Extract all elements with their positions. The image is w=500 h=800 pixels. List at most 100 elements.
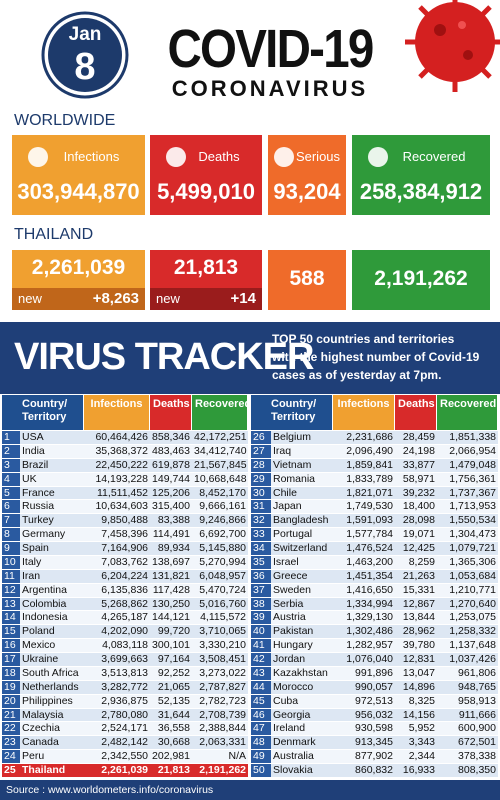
rank: 23 — [2, 736, 20, 751]
stat: 1,210,771 — [437, 583, 498, 598]
stat: 858,346 — [150, 431, 192, 445]
month: Jan — [68, 24, 102, 45]
stat: 89,934 — [150, 542, 192, 556]
country: South Africa — [20, 666, 84, 681]
stat: 1,304,473 — [437, 528, 498, 543]
stat: 1,821,071 — [333, 486, 395, 501]
country: Vietnam — [271, 458, 333, 473]
stat: 1,756,361 — [437, 472, 498, 487]
card-value: 21,813 — [173, 256, 239, 279]
table-header: Recovered — [192, 395, 251, 430]
stat: 1,258,332 — [437, 625, 498, 640]
stat: 3,699,663 — [84, 653, 150, 667]
stat: 33,877 — [395, 458, 437, 473]
table-header: Deaths — [395, 395, 437, 430]
stat: 34,412,740 — [192, 444, 248, 459]
rank: 29 — [251, 472, 271, 487]
stat: 1,037,426 — [437, 653, 498, 667]
stat: 11,511,452 — [84, 486, 150, 501]
country: Switzerland — [271, 542, 333, 556]
rank: 41 — [251, 639, 271, 654]
stat: 83,388 — [150, 514, 192, 529]
stat: 5,270,994 — [192, 555, 248, 570]
rank: 44 — [251, 680, 271, 695]
stat: 860,832 — [333, 764, 395, 778]
stat: 3,513,813 — [84, 666, 150, 681]
rank: 32 — [251, 514, 271, 529]
stat: 8,259 — [395, 555, 437, 570]
rank: 46 — [251, 708, 271, 723]
stat: 1,302,486 — [333, 625, 395, 640]
country: India — [20, 444, 84, 459]
rank: 37 — [251, 583, 271, 598]
stat: 2,780,080 — [84, 708, 150, 723]
stat: 1,334,994 — [333, 597, 395, 612]
card-label: Recovered — [402, 149, 466, 164]
stat: 6,692,700 — [192, 528, 248, 543]
rank: 26 — [251, 431, 271, 445]
stat: 21,263 — [395, 569, 437, 584]
stat: 5,952 — [395, 722, 437, 737]
country: Poland — [20, 625, 84, 640]
stat: 1,079,721 — [437, 542, 498, 556]
country: Slovakia — [271, 764, 333, 778]
stat: 315,400 — [150, 500, 192, 515]
card-value: 93,204 — [273, 179, 341, 204]
stat-card: 21,813 new +14 — [150, 250, 262, 310]
country: France — [20, 486, 84, 501]
stat: 619,878 — [150, 458, 192, 473]
stat: 22,450,222 — [84, 458, 150, 473]
country: Japan — [271, 500, 333, 515]
card-label: Deaths — [198, 149, 240, 164]
stat: 6,204,224 — [84, 569, 150, 584]
rank: 8 — [2, 528, 20, 543]
country: USA — [20, 431, 84, 445]
country: Jordan — [271, 653, 333, 667]
date-badge — [48, 18, 122, 92]
stat: 956,032 — [333, 708, 395, 723]
country: Israel — [271, 555, 333, 570]
stat: 991,896 — [333, 666, 395, 681]
rank: 39 — [251, 611, 271, 626]
stat: 1,451,354 — [333, 569, 395, 584]
stat: 5,145,880 — [192, 542, 248, 556]
card-value: 258,384,912 — [359, 179, 483, 204]
stat: 9,850,488 — [84, 514, 150, 529]
stat: 10,634,603 — [84, 500, 150, 515]
stat: 30,668 — [150, 736, 192, 751]
stat: 1,479,048 — [437, 458, 498, 473]
rank: 38 — [251, 597, 271, 612]
stat: 3,330,210 — [192, 639, 248, 654]
stat: 1,833,789 — [333, 472, 395, 487]
stat: 2,344 — [395, 750, 437, 765]
rank: 43 — [251, 666, 271, 681]
stat: 131,821 — [150, 569, 192, 584]
table-header: Infections — [84, 395, 150, 430]
stat: 6,048,957 — [192, 569, 248, 584]
stat: 130,250 — [150, 597, 192, 612]
rank: 40 — [251, 625, 271, 640]
rank: 25 — [2, 764, 20, 778]
stat: 961,806 — [437, 666, 498, 681]
rank: 16 — [2, 639, 20, 654]
stat: 19,071 — [395, 528, 437, 543]
country: Pakistan — [271, 625, 333, 640]
country: Georgia — [271, 708, 333, 723]
stat-card: Serious 93,204 — [268, 135, 346, 215]
stat: 3,282,772 — [84, 680, 150, 695]
tracker-description: cases as of yesterday at 7pm. — [272, 368, 442, 382]
rank: 19 — [2, 680, 20, 695]
card-value: 2,191,262 — [374, 267, 468, 290]
stat: 300,101 — [150, 639, 192, 654]
stat: 7,164,906 — [84, 542, 150, 556]
stat: 2,708,739 — [192, 708, 248, 723]
country: Canada — [20, 736, 84, 751]
rank: 14 — [2, 611, 20, 626]
country: Netherlands — [20, 680, 84, 695]
country: Malaysia — [20, 708, 84, 723]
rank: 2 — [2, 444, 20, 459]
stat: 3,343 — [395, 736, 437, 751]
stat: 1,137,648 — [437, 639, 498, 654]
rank: 50 — [251, 764, 271, 778]
stat: 6,135,836 — [84, 583, 150, 598]
